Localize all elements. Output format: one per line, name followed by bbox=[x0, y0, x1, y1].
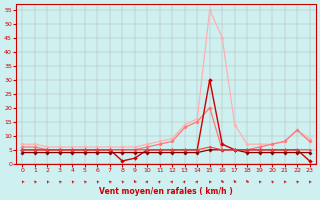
X-axis label: Vent moyen/en rafales ( km/h ): Vent moyen/en rafales ( km/h ) bbox=[99, 187, 233, 196]
